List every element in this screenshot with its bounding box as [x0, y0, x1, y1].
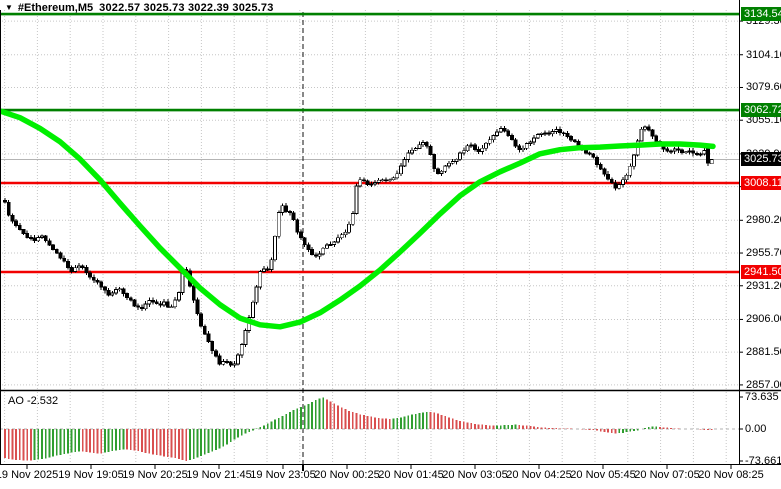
time-axis-label: 20 Nov 03:05 [442, 469, 508, 481]
time-axis-label: 19 Nov 21:45 [186, 469, 252, 481]
price-axis-label: 2931.20 [746, 279, 781, 292]
time-axis-label: 20 Nov 01:45 [378, 469, 444, 481]
ao-axis-label: -73.661 [745, 455, 781, 467]
price-axis-label: 2857.00 [746, 378, 781, 391]
time-axis-label: 20 Nov 05:45 [570, 469, 636, 481]
price-axis-label: 3055.10 [746, 114, 781, 127]
ohlc-values: 3022.57 3025.73 3022.39 3025.73 [99, 1, 274, 14]
level-price-badge: 3134.54 [741, 7, 781, 22]
current-price-badge: 3025.73 [741, 152, 781, 167]
price-axis-label: 2881.50 [746, 346, 781, 359]
symbol-timeframe-label: #Ethereum,M5 [17, 1, 94, 14]
ao-axis-label: 73.635 [745, 390, 779, 403]
ao-axis-label: 0.00 [745, 423, 767, 435]
candle-series [3, 124, 714, 368]
level-price-badge: 3008.11 [741, 176, 781, 190]
price-axis-label: 2955.70 [746, 247, 781, 260]
time-axis-label: 20 Nov 08:25 [698, 469, 764, 481]
chart-header: ▼ #Ethereum,M5 3022.57 3025.73 3022.39 3… [5, 1, 274, 14]
time-axis-label: 20 Nov 07:05 [634, 469, 700, 481]
ao-indicator-label: AO -2.532 [8, 395, 59, 407]
time-axis-label: 19 Nov 20:25 [122, 469, 188, 481]
price-axis-label: 2906.00 [746, 313, 781, 326]
level-price-badge: 3062.72 [741, 103, 781, 118]
level-price-badge: 2941.50 [741, 265, 781, 279]
ao-histogram [4, 397, 713, 461]
time-axis-label: 19 Nov 19:05 [58, 469, 124, 481]
moving-average-line [0, 108, 716, 330]
time-axis-label: 19 Nov 2025 [0, 469, 59, 481]
price-axis-label: 3079.60 [746, 81, 781, 94]
time-axis-label: 20 Nov 04:25 [506, 469, 572, 481]
time-axis-label: 19 Nov 23:05 [250, 469, 316, 481]
price-axis-label: 2980.20 [746, 214, 781, 227]
price-axis-label: 3104.10 [746, 48, 781, 61]
symbol-dropdown-icon[interactable]: ▼ [5, 3, 13, 12]
time-axis-label: 20 Nov 00:25 [314, 469, 380, 481]
